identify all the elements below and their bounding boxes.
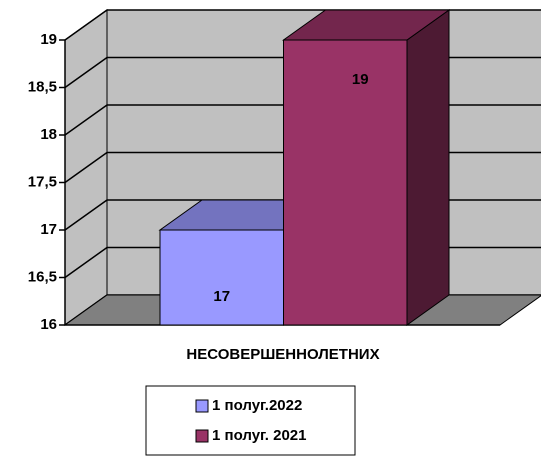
x-tick-label: НЕСОВЕРШЕННОЛЕТНИХ	[186, 346, 379, 363]
data-label: 17	[213, 288, 230, 305]
legend-label: 1 полуг.2022	[212, 397, 302, 414]
bar	[283, 39, 408, 326]
bar	[159, 229, 284, 326]
y-tick-label: 16	[40, 316, 57, 333]
bar-side	[406, 9, 450, 326]
y-tick-label: 18,5	[28, 78, 57, 95]
y-tick-label: 17,5	[28, 173, 57, 190]
y-tick-label: 16,5	[28, 268, 57, 285]
legend-box	[145, 385, 356, 456]
legend-label: 1 полуг. 2021	[212, 427, 306, 444]
y-tick-label: 18	[40, 126, 57, 143]
y-tick-label: 17	[40, 221, 57, 238]
y-tick-label: 19	[40, 31, 57, 48]
data-label: 19	[352, 71, 369, 88]
legend-swatch	[195, 399, 209, 413]
legend-swatch	[195, 429, 209, 443]
